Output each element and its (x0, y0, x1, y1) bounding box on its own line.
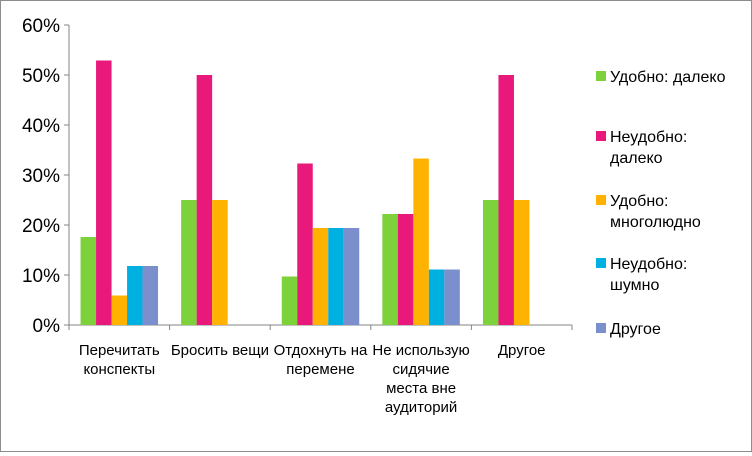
bar (343, 228, 360, 325)
legend-swatch (596, 323, 606, 333)
legend-swatch (596, 258, 606, 268)
x-tick-label: Не использую (372, 342, 469, 359)
y-tick-label: 0% (33, 316, 61, 337)
bar (281, 276, 298, 325)
bar (96, 60, 112, 325)
bar (312, 228, 329, 325)
y-axis-labels: 0% 10% 20% 30% 40% 50% 60% (22, 16, 60, 337)
bar (181, 200, 197, 325)
legend-swatch (596, 195, 606, 205)
bar (212, 200, 228, 325)
x-tick-label: конспекты (83, 361, 155, 378)
legend-swatch (596, 131, 606, 141)
bar (382, 214, 398, 325)
bar (397, 214, 414, 325)
y-tick-label: 20% (22, 216, 60, 237)
legend-label: далеко (610, 150, 663, 167)
x-axis-labels: Перечитать конспекты Бросить вещи Отдохнуть… (79, 342, 546, 416)
legend-label: шумно (610, 277, 659, 294)
legend-label: Неудобно: (610, 256, 687, 273)
y-tick-label: 50% (22, 66, 60, 87)
bars (80, 60, 530, 325)
x-tick-label: аудиторий (385, 399, 457, 416)
legend-label: Неудобно: (610, 129, 687, 146)
legend-label: многолюдно (610, 214, 701, 231)
bar (196, 75, 213, 325)
x-tick-label: Перечитать (79, 342, 160, 359)
y-tick-label: 40% (22, 116, 60, 137)
bar (142, 266, 159, 325)
legend-label: Удобно: (610, 193, 669, 210)
bar (413, 158, 429, 325)
bar (428, 269, 445, 325)
legend-label: Другое (610, 321, 661, 338)
x-tick-label: Отдохнуть на (274, 342, 368, 359)
x-tick-label: места вне (386, 380, 456, 397)
bar (498, 75, 514, 325)
x-tick-label: Другое (498, 342, 546, 359)
bar (444, 269, 460, 325)
bar (297, 163, 313, 325)
bar (482, 200, 499, 325)
legend: Удобно: далеко Неудобно: далеко Удобно: мног… (596, 69, 726, 338)
y-tick-label: 60% (22, 16, 60, 37)
bar (80, 237, 97, 325)
bar (328, 228, 344, 325)
x-tick-label: Бросить вещи (171, 342, 269, 359)
bar (127, 266, 143, 325)
y-tick-label: 10% (22, 266, 60, 287)
legend-label: Удобно: далеко (610, 69, 726, 86)
y-tick-label: 30% (22, 166, 60, 187)
legend-swatch (596, 71, 606, 81)
x-tick-label: сидячие (392, 361, 449, 378)
x-tick-label: перемене (286, 361, 354, 378)
bar (513, 200, 530, 325)
bar (111, 295, 128, 325)
